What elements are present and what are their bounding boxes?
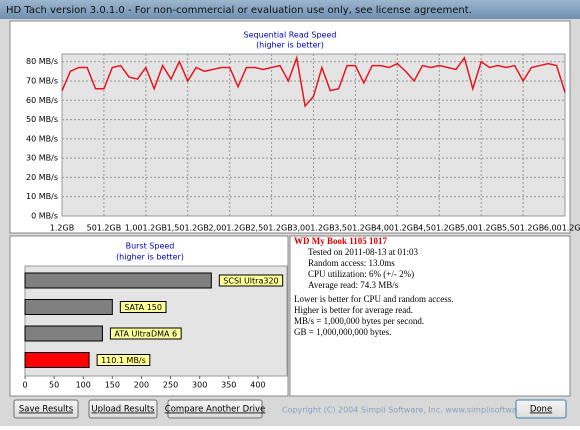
x-tick-label: 6,001.2GB (544, 224, 580, 233)
x-tick-label: 1.2GB (50, 224, 74, 233)
read-title: Sequential Read Speed (244, 31, 337, 40)
x-tick-label: 2,501.2GB (250, 224, 292, 233)
bar-label-bg (109, 327, 182, 340)
info-line: Tested on 2011-08-13 at 01:03 (308, 247, 419, 257)
button[interactable] (167, 399, 263, 419)
info-line: CPU utilization: 6% (+/- 2%) (308, 269, 414, 279)
bar-label-bg (96, 354, 151, 366)
y-tick-label: 80 MB/s (26, 57, 58, 66)
y-tick-label: 20 MB/s (26, 173, 58, 182)
x-tick-label: 400 (250, 381, 265, 390)
bar-label: SATA 150 (124, 303, 162, 312)
window-title: HD Tach version 3.0.1.0 - For non-commer… (6, 5, 472, 16)
info-panel (289, 235, 571, 397)
burst-title: Burst Speed (126, 242, 175, 251)
button[interactable] (88, 399, 158, 419)
x-tick-label: 5,501.2GB (502, 224, 544, 233)
x-tick-label: 4,001.2GB (376, 224, 418, 233)
x-tick-label: 3,001.2GB (292, 224, 334, 233)
x-tick-label: 250 (163, 381, 178, 390)
copyright: Copyright (C) 2004 Simpli Software, Inc.… (282, 406, 545, 415)
x-tick-label: 501.2GB (87, 224, 122, 233)
x-tick-label: 1,501.2GB (167, 224, 209, 233)
bar-label-bg (119, 301, 167, 313)
x-tick-label: 3,501.2GB (334, 224, 376, 233)
x-tick-label: 4,501.2GB (418, 224, 460, 233)
x-tick-label: 350 (221, 381, 236, 390)
info-line: Random access: 13.0ms (308, 258, 395, 268)
x-tick-label: 300 (192, 381, 207, 390)
burst-subtitle: (higher is better) (116, 253, 184, 262)
button-label[interactable]: Compare Another Drive (165, 405, 265, 415)
button-label[interactable]: Save Results (19, 405, 74, 415)
x-tick-label: 1,001.2GB (125, 224, 167, 233)
drive-name: WD My Book 1105 1017 (294, 236, 388, 246)
button-label[interactable]: Upload Results (91, 405, 155, 415)
bar (24, 299, 113, 315)
title-bar (0, 0, 580, 19)
info-note: Higher is better for average read. (294, 305, 413, 315)
button-label[interactable]: Done (530, 405, 552, 415)
x-tick-label: 200 (134, 381, 149, 390)
x-tick-label: 0 (22, 381, 27, 390)
y-tick-label: 60 MB/s (26, 96, 58, 105)
info-line: Average read: 74.3 MB/s (308, 280, 399, 290)
y-tick-label: 40 MB/s (26, 134, 58, 143)
info-note: Lower is better for CPU and random acces… (294, 294, 453, 304)
y-tick-label: 0 MB/s (31, 212, 58, 221)
x-tick-label: 2,001.2GB (209, 224, 251, 233)
bar-label: 110.1 MB/s (101, 356, 146, 365)
bar-label: ATA UltraDMA 6 (114, 330, 177, 339)
bar (24, 325, 103, 342)
x-tick-label: 5,001.2GB (460, 224, 502, 233)
bar-label: SCSI Ultra320 (223, 277, 278, 286)
y-tick-label: 10 MB/s (26, 192, 58, 201)
read-subtitle: (higher is better) (256, 41, 324, 50)
read-line (61, 54, 566, 108)
x-tick-label: 150 (105, 381, 120, 390)
info-note: MB/s = 1,000,000 bytes per second. (294, 316, 424, 326)
button[interactable] (515, 399, 567, 419)
x-tick-label: 100 (76, 381, 91, 390)
x-tick-label: 50 (49, 381, 59, 390)
bar (24, 352, 90, 368)
y-tick-label: 70 MB/s (26, 77, 58, 86)
button[interactable] (13, 399, 79, 419)
bar (24, 272, 212, 289)
bar-label-bg (218, 274, 284, 287)
info-note: GB = 1,000,000,000 bytes. (294, 327, 391, 337)
y-tick-label: 30 MB/s (26, 154, 58, 163)
y-tick-label: 50 MB/s (26, 115, 58, 124)
